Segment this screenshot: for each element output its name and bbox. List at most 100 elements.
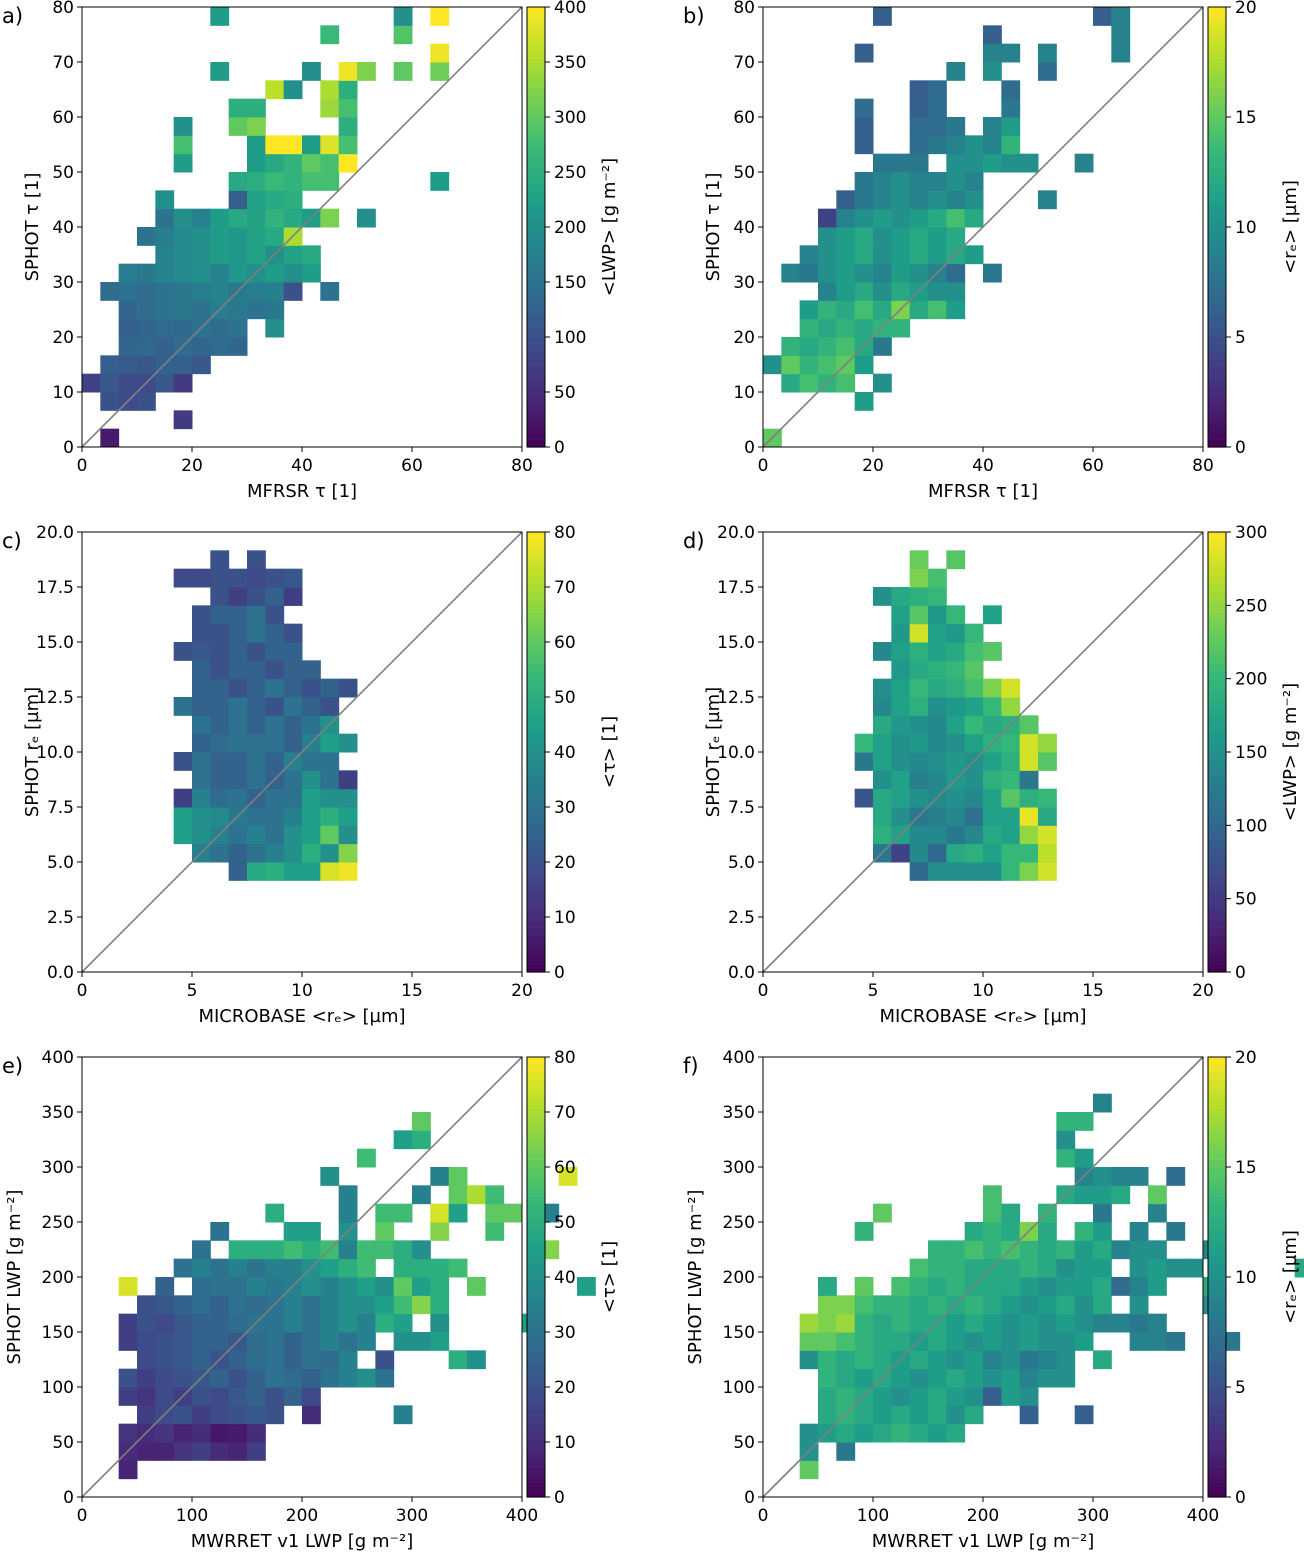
heatmap-cell bbox=[210, 1423, 230, 1443]
heatmap-cell bbox=[320, 1258, 340, 1278]
heatmap-cell bbox=[873, 1332, 892, 1351]
heatmap-cell bbox=[155, 300, 175, 320]
heatmap-cell bbox=[928, 135, 947, 155]
heatmap-cell bbox=[983, 1332, 1002, 1351]
colorbar-tick-label: 50 bbox=[1235, 890, 1257, 910]
x-tick-label: 5 bbox=[868, 981, 879, 1001]
heatmap-cell bbox=[854, 1350, 874, 1370]
heatmap-cell bbox=[173, 245, 193, 265]
y-tick-label: 60 bbox=[733, 108, 755, 128]
panel-label: a) bbox=[2, 4, 23, 28]
heatmap-cell bbox=[854, 1405, 874, 1425]
heatmap-cell bbox=[210, 1295, 230, 1315]
heatmap-cell bbox=[375, 1350, 395, 1370]
colorbar-segment bbox=[527, 1093, 545, 1102]
heatmap-cell bbox=[1294, 1258, 1304, 1278]
heatmap-cell bbox=[964, 1258, 984, 1278]
heatmap-cell bbox=[320, 697, 340, 716]
colorbar-segment bbox=[1208, 249, 1226, 257]
heatmap-cell bbox=[210, 282, 230, 301]
heatmap-cell bbox=[928, 678, 947, 698]
heatmap-cell bbox=[192, 1277, 211, 1296]
colorbar-segment bbox=[527, 219, 545, 228]
colorbar-segment bbox=[527, 649, 545, 658]
heatmap-cell bbox=[946, 153, 966, 173]
colorbar-segment bbox=[527, 1438, 545, 1447]
heatmap-cell bbox=[891, 1295, 911, 1315]
colorbar-segment bbox=[527, 796, 545, 804]
colorbar-tick-label: 10 bbox=[1235, 1268, 1257, 1288]
heatmap-cell bbox=[283, 843, 303, 863]
colorbar-segment bbox=[1208, 1115, 1226, 1124]
colorbar-segment bbox=[527, 1306, 545, 1315]
heatmap-cell bbox=[210, 605, 230, 625]
heatmap-cell bbox=[1056, 1148, 1076, 1168]
colorbar-segment bbox=[527, 351, 545, 360]
heatmap-cell bbox=[946, 1332, 966, 1351]
colorbar-segment bbox=[1208, 1299, 1226, 1307]
heatmap-cell bbox=[357, 1295, 376, 1315]
panel-e: 0 100 200 300 400050100150200250300350400MWR… bbox=[2, 1048, 620, 1552]
colorbar-segment bbox=[1208, 131, 1226, 140]
colorbar-segment bbox=[1208, 627, 1226, 636]
heatmap-cell bbox=[192, 752, 211, 771]
heatmap-cell bbox=[983, 1222, 1002, 1241]
colorbar-segment bbox=[527, 913, 545, 922]
heatmap-cell bbox=[265, 642, 285, 661]
heatmap-cell bbox=[265, 825, 285, 845]
colorbar-label: <LWP> [g m⁻²] bbox=[599, 158, 620, 296]
heatmap-cell bbox=[247, 1295, 266, 1315]
x-axis-label: MWRRET v1 LWP [g m⁻²] bbox=[191, 1531, 413, 1552]
colorbar-segment bbox=[527, 862, 545, 870]
heatmap-cell bbox=[891, 1332, 911, 1351]
heatmap-cell bbox=[1038, 1332, 1057, 1351]
heatmap-cell bbox=[265, 1405, 285, 1425]
heatmap-cell bbox=[983, 153, 1002, 173]
colorbar-segment bbox=[527, 43, 545, 52]
colorbar-segment bbox=[1208, 1313, 1226, 1322]
heatmap-cell bbox=[1019, 1277, 1039, 1296]
heatmap-cell bbox=[836, 318, 856, 338]
colorbar-segment bbox=[527, 1159, 545, 1168]
colorbar-segment bbox=[1208, 395, 1226, 404]
colorbar-segment bbox=[1208, 1137, 1226, 1146]
y-tick-label: 17.5 bbox=[717, 578, 755, 598]
heatmap-cell bbox=[818, 355, 837, 375]
colorbar-segment bbox=[527, 818, 545, 826]
heatmap-cell bbox=[946, 282, 966, 301]
heatmap-cell bbox=[836, 1350, 856, 1370]
heatmap-cell bbox=[320, 98, 340, 118]
heatmap-cell bbox=[467, 1185, 486, 1205]
colorbar-segment bbox=[1208, 439, 1226, 448]
heatmap-cell bbox=[964, 862, 984, 881]
x-tick-label: 20 bbox=[862, 456, 884, 476]
heatmap-cell bbox=[338, 825, 358, 845]
heatmap-cell bbox=[247, 98, 266, 118]
heatmap-cell bbox=[781, 373, 801, 393]
y-tick-label: 60 bbox=[52, 108, 74, 128]
colorbar-segment bbox=[527, 605, 545, 614]
heatmap-cell bbox=[173, 1258, 193, 1278]
heatmap-cell bbox=[338, 770, 358, 790]
heatmap-cell bbox=[1074, 153, 1094, 173]
heatmap-cell bbox=[173, 227, 193, 246]
heatmap-cell bbox=[283, 623, 303, 643]
colorbar-segment bbox=[1208, 869, 1226, 878]
heatmap-cell bbox=[265, 568, 285, 588]
heatmap-cell bbox=[836, 1332, 856, 1351]
heatmap-cell bbox=[964, 642, 984, 661]
colorbar-tick-label: 350 bbox=[554, 53, 586, 73]
heatmap-cell bbox=[854, 117, 874, 136]
heatmap-cell bbox=[430, 1167, 450, 1186]
colorbar-tick-label: 15 bbox=[1235, 1158, 1257, 1178]
x-tick-label: 20 bbox=[181, 456, 203, 476]
colorbar-segment bbox=[527, 197, 545, 206]
colorbar-segment bbox=[1208, 788, 1226, 797]
heatmap-cell bbox=[412, 1240, 431, 1260]
heatmap-cell bbox=[192, 337, 211, 356]
y-tick-label: 100 bbox=[42, 1378, 74, 1398]
colorbar-label: <LWP> [g m⁻²] bbox=[1280, 683, 1301, 821]
colorbar-segment bbox=[527, 803, 545, 812]
heatmap-cell bbox=[192, 263, 211, 283]
heatmap-cell bbox=[118, 263, 138, 283]
